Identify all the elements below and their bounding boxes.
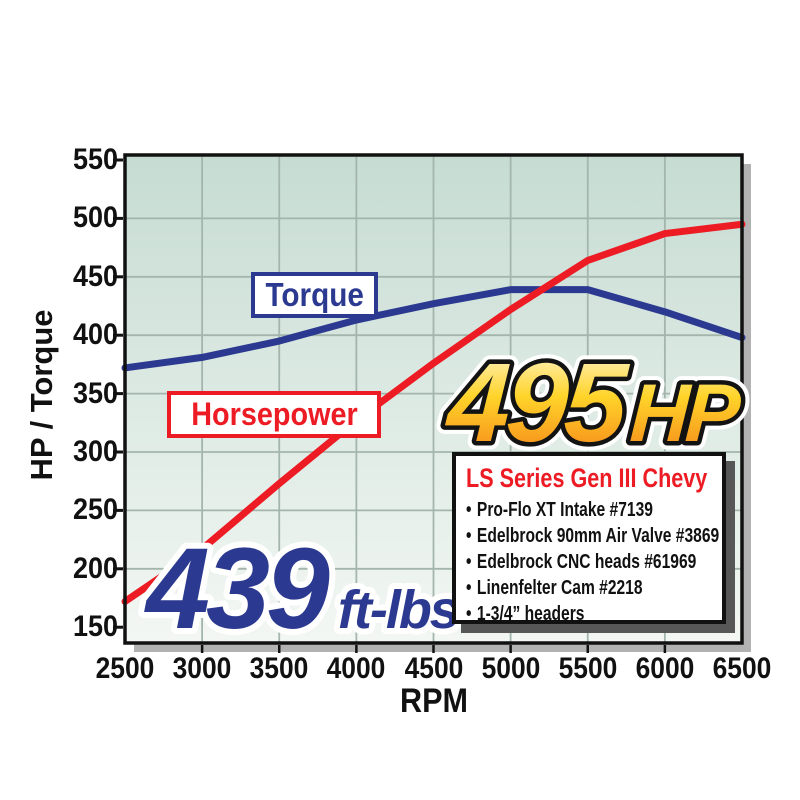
torque-series-label-box: Torque [251,272,378,318]
spec-item-text: Pro-Flo XT Intake #7139 [476,499,653,521]
x-tick-label: 6500 [712,652,772,685]
horsepower-series-label-box: Horsepower [167,391,381,438]
spec-item: • Edelbrock 90mm Air Valve #3869 [466,523,719,549]
y-tick-label: 250 [72,493,118,527]
spec-item: • Pro-Flo XT Intake #7139 [466,497,712,523]
y-tick-label: 500 [72,201,118,235]
y-tick-label: 550 [72,143,118,176]
horsepower-series-label: Horsepower [190,396,358,432]
spec-item-text: Edelbrock 90mm Air Valve #3869 [476,525,720,547]
x-tick-label: 4000 [327,652,386,685]
bullet-icon: • [466,603,472,624]
engine-spec-list: • Pro-Flo XT Intake #7139 • Edelbrock 90mm … [466,497,719,624]
plot-border [123,153,744,645]
torque-peak-callout: 439 ft-lbs 439 ft-lbs [138,519,467,659]
torque-curve [121,286,746,372]
y-tick-label: 150 [72,610,118,644]
y-tick-label: 450 [72,259,118,293]
y-tick-label: 350 [72,376,118,410]
spec-item: • Edelbrock CNC heads #61969 [466,549,712,575]
y-tick-label: 400 [72,318,118,352]
y-axis-title: HP / Torque [24,309,59,481]
bullet-icon: • [466,525,472,547]
spec-item: • 1-3/4” headers [466,601,712,624]
hp-peak-callout: 495HP 495HP [434,332,751,474]
y-tick-label: 300 [72,435,118,468]
x-tick-label: 3500 [249,652,309,685]
x-axis-title: RPM [399,682,469,720]
bullet-icon: • [466,499,472,521]
x-tick-label: 3000 [172,652,232,685]
x-tick-label: 5000 [481,652,540,685]
x-tick-label: 4500 [404,652,463,685]
hp-peak-text-outline: 495HP [443,340,745,465]
torque-peak-text-outline: 439 ft-lbs [144,525,459,653]
spec-item-text: Linenfelter Cam #2218 [476,577,643,599]
spec-item-text: 1-3/4” headers [476,603,585,624]
torque-series-label: Torque [265,276,364,313]
torque-peak-text: 439 ft-lbs [144,525,459,653]
engine-spec-box: LS Series Gen III Chevy • Pro-Flo XT Inta… [452,452,726,624]
x-tick-label: 2500 [95,652,155,685]
engine-spec-title: LS Series Gen III Chevy [466,463,708,493]
x-tick-label: 6000 [635,652,695,685]
bullet-icon: • [466,577,472,599]
hp-peak-text: 495HP [443,340,745,465]
bullet-icon: • [466,551,472,573]
y-tick-label: 200 [72,551,118,585]
spec-item-text: Edelbrock CNC heads #61969 [476,551,697,573]
spec-item: • Linenfelter Cam #2218 [466,575,712,601]
x-tick-label: 5500 [558,652,618,685]
horsepower-curve [121,220,746,606]
